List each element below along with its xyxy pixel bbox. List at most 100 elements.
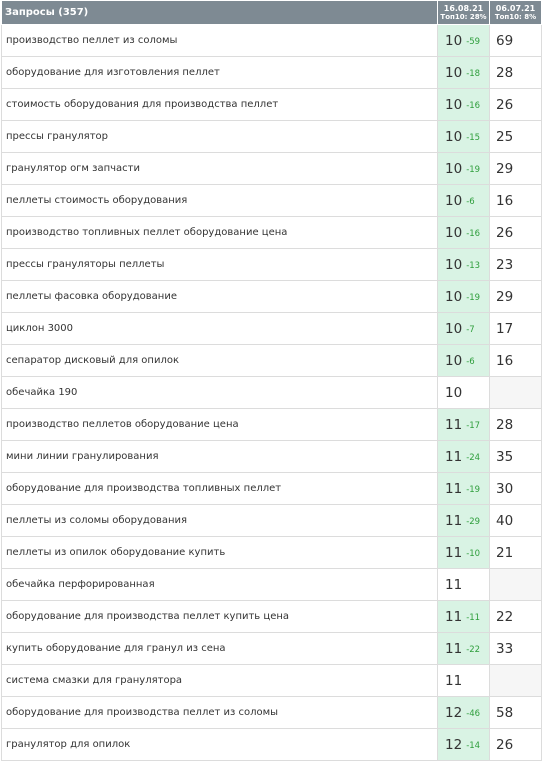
- query-cell: обечайка перфорированная: [1, 568, 438, 601]
- table-row: обечайка 190 10: [1, 376, 542, 409]
- position-cell-current: 11 -11: [437, 600, 490, 633]
- position-value: 10: [445, 192, 463, 209]
- position-cell-current: 10 -6: [437, 344, 490, 377]
- position-change: -19: [466, 484, 481, 495]
- position-change: -46: [466, 708, 481, 719]
- position-change: -15: [466, 132, 481, 143]
- top10-label-1: Топ10: 28%: [440, 13, 487, 21]
- position-value: 11: [445, 672, 463, 689]
- position-cell-previous: 26: [489, 88, 542, 121]
- position-cell-previous: 28: [489, 56, 542, 89]
- position-value: 11: [445, 544, 463, 561]
- position-cell-previous: 16: [489, 184, 542, 217]
- position-value: 10: [445, 96, 463, 113]
- position-cell-current: 11 -22: [437, 632, 490, 665]
- position-cell-current: 11 -10: [437, 536, 490, 569]
- table-row: оборудование для производства топливных …: [1, 472, 542, 505]
- position-value: 11: [445, 608, 463, 625]
- position-value: 12: [445, 704, 463, 721]
- position-cell-current: 11 -29: [437, 504, 490, 537]
- date-column-header-2[interactable]: 06.07.21 Топ10: 8%: [489, 0, 542, 25]
- position-cell-previous: 25: [489, 120, 542, 153]
- date-column-header-1[interactable]: 16.08.21 Топ10: 28%: [437, 0, 490, 25]
- position-change: -24: [466, 452, 481, 463]
- position-cell-current: 11: [437, 568, 490, 601]
- query-cell: купить оборудование для гранул из сена: [1, 632, 438, 665]
- query-cell: пеллеты из соломы оборудования: [1, 504, 438, 537]
- position-change: -6: [466, 196, 475, 207]
- position-change: -6: [466, 356, 475, 367]
- table-row: прессы грануляторы пеллеты 10 -13 23: [1, 248, 542, 281]
- position-cell-previous: 28: [489, 408, 542, 441]
- query-cell: производство пеллет из соломы: [1, 24, 438, 57]
- position-change: -18: [466, 68, 481, 79]
- position-change: -59: [466, 36, 481, 47]
- position-cell-current: 12 -14: [437, 728, 490, 761]
- position-cell-current: 10 -15: [437, 120, 490, 153]
- position-value: 11: [445, 512, 463, 529]
- query-cell: обечайка 190: [1, 376, 438, 409]
- table-row: мини линии гранулирования 11 -24 35: [1, 440, 542, 473]
- query-cell: оборудование для производства пеллет куп…: [1, 600, 438, 633]
- position-cell-current: 10 -16: [437, 216, 490, 249]
- position-value: 10: [445, 352, 463, 369]
- position-cell-previous: 29: [489, 280, 542, 313]
- position-cell-current: 10 -18: [437, 56, 490, 89]
- table-row: оборудование для производства пеллет из …: [1, 696, 542, 729]
- query-cell: прессы грануляторы пеллеты: [1, 248, 438, 281]
- position-change: -14: [466, 740, 481, 751]
- position-value: 11: [445, 448, 463, 465]
- table-row: стоимость оборудования для производства …: [1, 88, 542, 121]
- position-change: -19: [466, 164, 481, 175]
- position-change: -16: [466, 100, 481, 111]
- position-value: 11: [445, 576, 463, 593]
- position-cell-current: 11 -24: [437, 440, 490, 473]
- position-change: -22: [466, 644, 481, 655]
- query-cell: гранулятор для опилок: [1, 728, 438, 761]
- position-change: -16: [466, 228, 481, 239]
- position-cell-current: 11: [437, 664, 490, 697]
- query-cell: прессы гранулятор: [1, 120, 438, 153]
- table-body: производство пеллет из соломы 10 -59 69 обор…: [1, 24, 542, 761]
- position-cell-current: 10 -6: [437, 184, 490, 217]
- query-cell: сепаратор дисковый для опилок: [1, 344, 438, 377]
- position-cell-previous: 21: [489, 536, 542, 569]
- position-cell-previous: 26: [489, 728, 542, 761]
- position-cell-current: 10 -13: [437, 248, 490, 281]
- position-cell-previous: 69: [489, 24, 542, 57]
- table-row: производство топливных пеллет оборудован…: [1, 216, 542, 249]
- date-label-2: 06.07.21: [495, 4, 536, 13]
- query-cell: стоимость оборудования для производства …: [1, 88, 438, 121]
- position-cell-previous: 26: [489, 216, 542, 249]
- table-row: купить оборудование для гранул из сена 11…: [1, 632, 542, 665]
- position-cell-previous: 58: [489, 696, 542, 729]
- query-cell: циклон 3000: [1, 312, 438, 345]
- queries-column-header[interactable]: Запросы (357): [1, 0, 438, 25]
- table-row: пеллеты из соломы оборудования 11 -29 40: [1, 504, 542, 537]
- table-row: производство пеллетов оборудование цена 1…: [1, 408, 542, 441]
- position-change: -10: [466, 548, 481, 559]
- position-value: 10: [445, 224, 463, 241]
- position-cell-current: 10 -59: [437, 24, 490, 57]
- position-value: 10: [445, 160, 463, 177]
- position-cell-previous: 33: [489, 632, 542, 665]
- position-value: 10: [445, 288, 463, 305]
- query-cell: пеллеты фасовка оборудование: [1, 280, 438, 313]
- table-row: пеллеты из опилок оборудование купить 11-…: [1, 536, 542, 569]
- table-row: циклон 3000 10 -7 17: [1, 312, 542, 345]
- position-cell-current: 10 -7: [437, 312, 490, 345]
- position-cell-current: 10: [437, 376, 490, 409]
- position-change: -13: [466, 260, 481, 271]
- position-change: -19: [466, 292, 481, 303]
- table-header-row: Запросы (357) 16.08.21 Топ10: 28% 06.07.…: [1, 0, 542, 25]
- table-row: гранулятор для опилок 12 -14 26: [1, 728, 542, 761]
- position-value: 10: [445, 256, 463, 273]
- position-cell-previous: [489, 568, 542, 601]
- position-value: 10: [445, 32, 463, 49]
- position-cell-previous: 17: [489, 312, 542, 345]
- position-value: 11: [445, 640, 463, 657]
- position-cell-current: 11 -17: [437, 408, 490, 441]
- position-value: 11: [445, 416, 463, 433]
- position-value: 11: [445, 480, 463, 497]
